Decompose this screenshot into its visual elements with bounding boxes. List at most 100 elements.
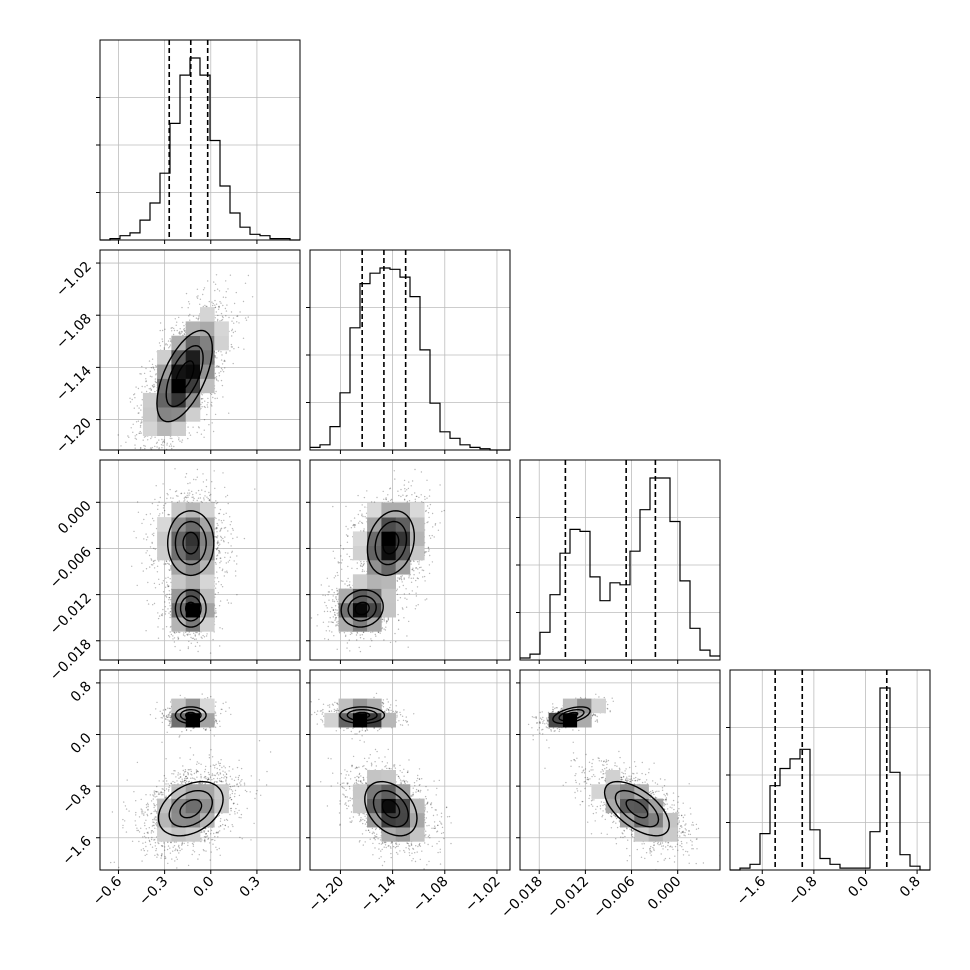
sample-point	[202, 289, 205, 291]
sample-point	[179, 440, 181, 442]
y-tick-label: −0.006	[47, 544, 95, 592]
sample-point	[232, 362, 234, 365]
sample-point	[136, 584, 138, 587]
sample-point	[206, 496, 208, 498]
sample-point	[214, 283, 217, 285]
density-cell	[142, 392, 158, 408]
sample-point	[215, 583, 217, 585]
sample-point	[150, 389, 152, 391]
x-tick-label: 0.8	[897, 874, 924, 901]
sample-point	[166, 584, 169, 586]
sample-point	[164, 586, 167, 588]
sample-point	[211, 422, 213, 424]
sample-point	[218, 290, 221, 292]
sample-point	[149, 513, 152, 515]
density-cell	[171, 421, 186, 436]
sample-point	[141, 399, 143, 401]
sample-point	[168, 514, 171, 516]
sample-point	[150, 437, 152, 440]
density-cell	[171, 574, 186, 589]
sample-point	[221, 586, 224, 588]
sample-point	[223, 575, 225, 577]
density-cell	[214, 335, 229, 351]
sample-point	[131, 453, 132, 454]
sample-point	[176, 329, 178, 332]
sample-point	[156, 441, 158, 443]
sample-point	[148, 554, 151, 557]
sample-point	[196, 288, 199, 290]
sample-point	[183, 328, 185, 330]
sample-point	[143, 436, 146, 438]
sample-point	[153, 520, 155, 522]
scatter-panel-r2-c1	[306, 459, 511, 664]
sample-point	[168, 593, 170, 595]
sample-point	[203, 436, 205, 438]
sample-point	[173, 445, 175, 448]
sample-point	[164, 595, 167, 597]
sample-point	[218, 544, 220, 547]
sample-point	[215, 558, 218, 560]
sample-point	[221, 315, 224, 318]
sample-point	[153, 582, 156, 585]
density-cell	[171, 407, 186, 422]
sample-point	[202, 473, 204, 475]
sample-point	[160, 614, 163, 616]
sample-point	[214, 306, 217, 308]
sample-point	[217, 308, 220, 310]
sample-point	[138, 412, 140, 414]
sample-point	[145, 380, 147, 383]
sample-point	[157, 504, 159, 507]
sample-point	[135, 421, 138, 423]
sample-point	[215, 527, 217, 529]
sample-point	[216, 320, 219, 322]
sample-point	[145, 458, 146, 459]
sample-point	[165, 596, 168, 598]
sample-point	[215, 311, 217, 313]
sample-point	[230, 533, 232, 535]
sample-point	[231, 320, 233, 322]
sample-point	[212, 302, 214, 305]
sample-point	[200, 398, 203, 400]
sample-point	[172, 497, 174, 499]
sample-point	[157, 626, 159, 628]
sample-point	[133, 393, 136, 395]
sample-point	[426, 497, 428, 499]
sample-point	[218, 552, 220, 554]
sample-point	[132, 423, 134, 425]
sample-point	[394, 478, 396, 480]
sample-point	[225, 291, 227, 293]
sample-point	[428, 507, 430, 509]
sample-point	[215, 502, 218, 505]
sample-point	[200, 636, 202, 638]
sample-point	[155, 366, 157, 368]
sample-point	[186, 455, 187, 456]
sample-point	[231, 550, 233, 552]
histogram-panel-1	[96, 39, 301, 244]
sample-point	[219, 301, 221, 303]
sample-point	[205, 635, 208, 637]
sample-point	[210, 404, 212, 406]
sample-point	[192, 426, 194, 428]
sample-point	[169, 611, 171, 613]
sample-point	[172, 638, 174, 640]
sample-point	[134, 435, 136, 437]
sample-point	[413, 574, 415, 576]
sample-point	[217, 592, 219, 594]
histogram-panel-2	[306, 249, 511, 454]
sample-point	[208, 491, 210, 494]
sample-point	[225, 512, 227, 514]
sample-point	[159, 474, 160, 475]
sample-point	[173, 327, 175, 330]
sample-point	[146, 550, 148, 552]
sample-point	[161, 442, 164, 444]
sample-point	[172, 440, 174, 443]
sample-point	[158, 615, 161, 617]
sample-point	[156, 571, 159, 573]
sample-point	[245, 319, 248, 321]
sample-point	[337, 574, 339, 577]
sample-point	[162, 580, 165, 582]
sample-point	[184, 476, 187, 478]
sample-point	[212, 430, 215, 433]
sample-point	[410, 560, 412, 563]
sample-point	[213, 470, 215, 472]
